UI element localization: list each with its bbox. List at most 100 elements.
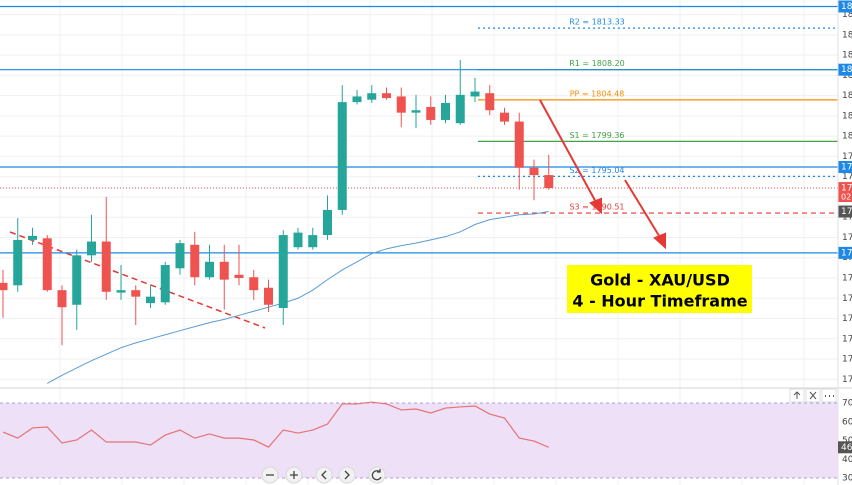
candle-body — [205, 261, 214, 278]
candle-body — [382, 93, 391, 99]
pivot-label: PP = 1804.48 — [570, 89, 625, 98]
icon — [321, 470, 327, 480]
toolbar — [261, 466, 386, 484]
level-label: 17 — [841, 162, 852, 172]
icon — [809, 391, 817, 400]
candle-body — [0, 282, 8, 291]
candle-body — [72, 255, 82, 305]
level-label: 17 — [841, 248, 852, 258]
y-tick-label: 17 — [842, 294, 852, 304]
y-tick-label: 17 — [842, 213, 852, 223]
candle-body — [455, 94, 465, 124]
icon — [290, 471, 298, 479]
pivot-label: S2 = 1795.04 — [569, 166, 624, 175]
candle-body — [411, 110, 421, 113]
price-label: 17 — [841, 184, 852, 194]
candle-body — [234, 274, 244, 279]
reset-button[interactable] — [368, 466, 386, 484]
level-tag — [838, 246, 852, 259]
rsi-tick-label: 60 — [842, 417, 852, 427]
y-tick-label: 17 — [842, 233, 852, 243]
candle-body — [278, 235, 288, 308]
rsi-tick-label: 30 — [842, 474, 852, 484]
y-tick-label: 17 — [842, 172, 852, 182]
pivot-label: R1 = 1808.20 — [569, 59, 625, 68]
candle-body — [396, 96, 406, 113]
countdown-label: 02 — [841, 193, 851, 202]
candle-body — [131, 290, 141, 297]
annotation-box — [567, 265, 752, 313]
ma-label: 17 — [841, 207, 852, 217]
y-tick-label: 18 — [842, 51, 852, 61]
y-tick-label: 17 — [842, 375, 852, 385]
price-pane: 18181818181818171717171717171717171717R2… — [0, 0, 852, 385]
level-tag — [838, 160, 852, 173]
ma-tag — [838, 205, 852, 218]
scroll-right-button[interactable] — [338, 466, 356, 484]
rsi-line — [2, 401, 549, 448]
rsi-pane: 70 60 50 40 30 46 — [0, 399, 852, 484]
y-tick-label: 17 — [842, 274, 852, 284]
candle-body — [529, 167, 539, 176]
candle-body — [190, 244, 200, 278]
level-label: 18 — [841, 65, 852, 75]
candle-body — [337, 102, 347, 210]
candle-body — [441, 102, 450, 120]
y-tick-label: 18 — [842, 10, 852, 20]
candle-body — [470, 91, 480, 97]
y-tick-label: 17 — [842, 334, 852, 344]
candle-body — [352, 96, 362, 103]
rsi-value-label: 46 — [841, 443, 852, 453]
y-tick-label: 18 — [842, 132, 852, 142]
candle-body — [42, 238, 52, 291]
rsi-tick-label: 40 — [842, 455, 852, 465]
candle-body — [249, 277, 259, 291]
scroll-left-button[interactable] — [315, 466, 333, 484]
icon — [793, 391, 801, 399]
y-tick-label: 17 — [842, 152, 852, 162]
y-tick-label: 18 — [842, 91, 852, 101]
y-tick-label: 18 — [842, 111, 852, 121]
y-tick-label: 18 — [842, 71, 852, 81]
annotation: Gold - XAU/USD — [590, 271, 730, 290]
icon — [344, 470, 350, 480]
pane-controls — [789, 388, 837, 403]
candle-body — [264, 287, 273, 305]
level-tag — [838, 63, 852, 76]
candle-body — [57, 290, 67, 308]
candle-body — [500, 112, 509, 122]
candle-body — [308, 235, 318, 248]
pivot-label: R2 = 1813.33 — [569, 18, 625, 27]
candle-body — [13, 239, 23, 286]
candle-body — [485, 93, 495, 111]
candle-body — [160, 265, 170, 303]
y-tick-label: 18 — [842, 30, 852, 40]
candle-body — [367, 93, 377, 100]
candle-body — [219, 261, 229, 280]
candle-body — [544, 175, 554, 189]
candle-body — [323, 209, 332, 236]
arrows — [539, 99, 666, 250]
arrow-head — [589, 197, 602, 215]
trend-line — [9, 231, 266, 329]
rsi-tick-label: 70 — [842, 399, 852, 409]
rsi-tick-label: 50 — [842, 436, 852, 446]
arrow — [624, 179, 662, 240]
candle-body — [87, 241, 96, 256]
arrow-head — [653, 232, 666, 250]
y-tick-label: 17 — [842, 314, 852, 324]
moving-average — [47, 211, 549, 384]
candle-body — [293, 232, 303, 248]
price-tag — [838, 182, 852, 203]
candle-body — [146, 296, 155, 304]
candle-body — [116, 290, 126, 293]
y-tick-label: 17 — [842, 355, 852, 365]
candle-body — [28, 235, 37, 240]
pivot-label: S1 = 1799.36 — [569, 131, 624, 140]
icon — [371, 469, 382, 481]
rsi-band — [0, 403, 838, 479]
level-tag — [838, 0, 852, 13]
arrow — [539, 99, 598, 205]
candle-body — [426, 106, 436, 120]
